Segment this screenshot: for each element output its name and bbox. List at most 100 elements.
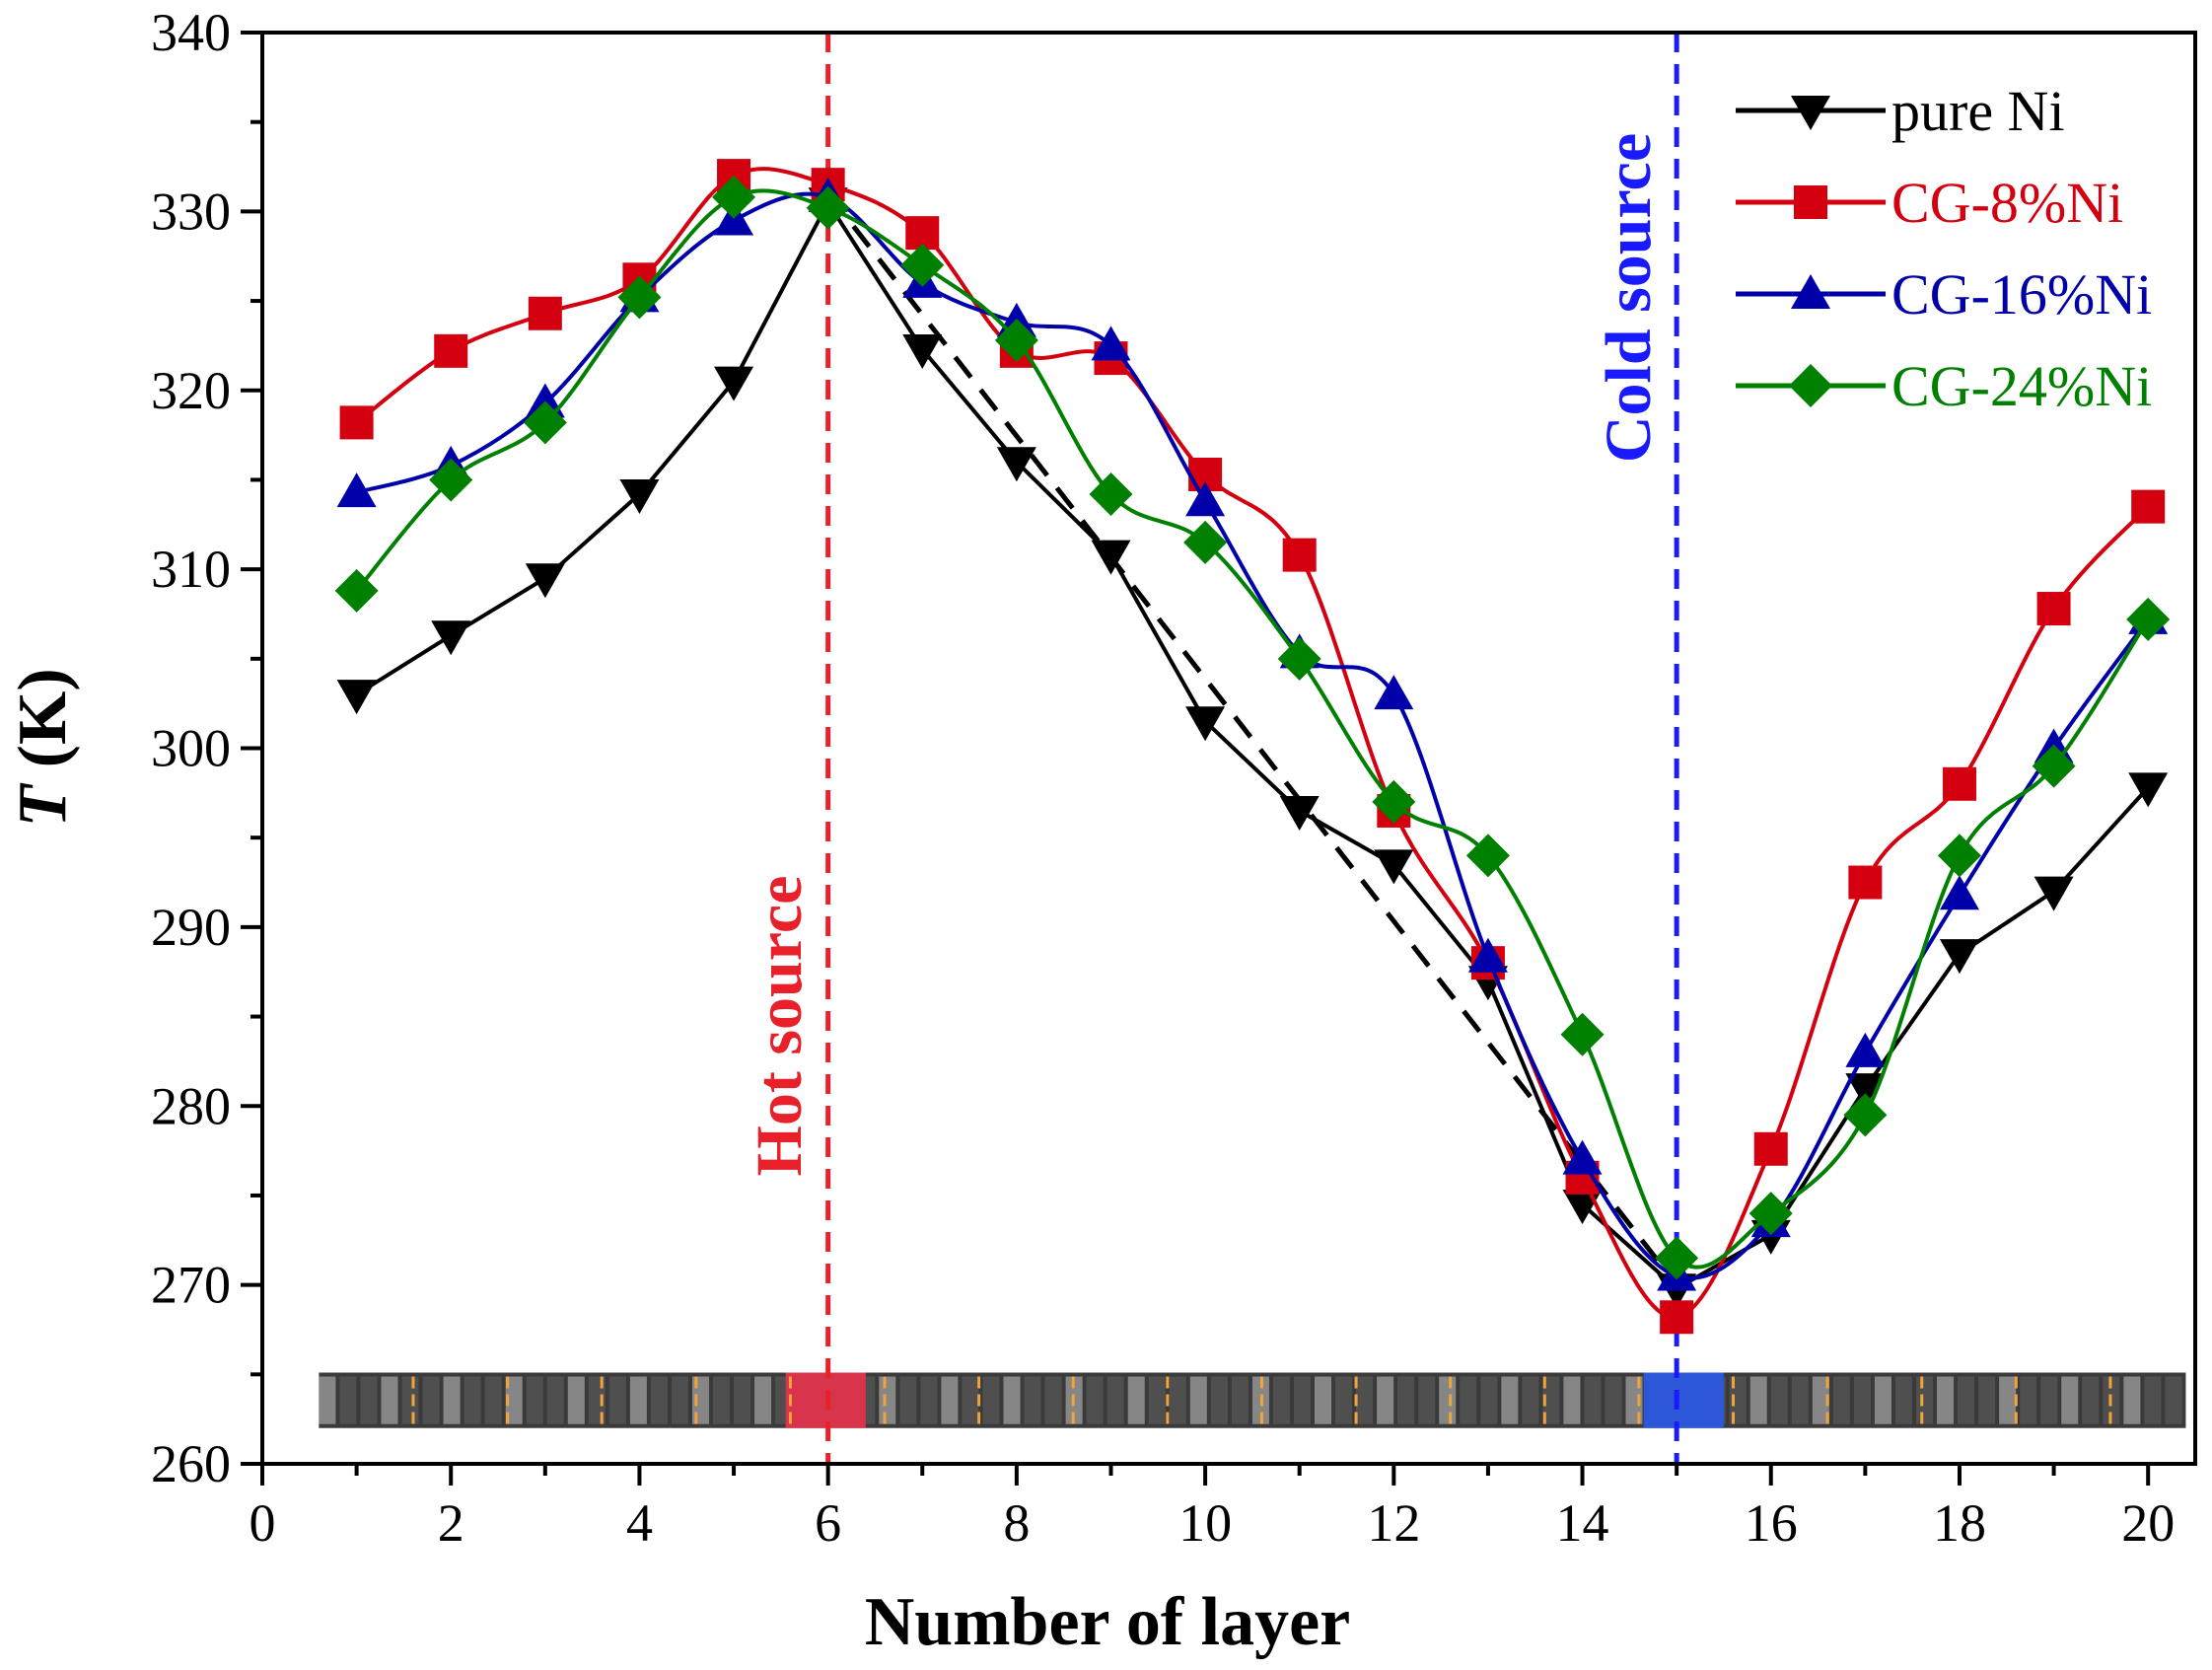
data-point	[1091, 326, 1131, 361]
legend-item-pure-ni: pure Ni	[1736, 79, 2065, 143]
strip-texture	[2123, 1376, 2141, 1424]
strip-texture	[1335, 1376, 1353, 1424]
data-point	[336, 680, 377, 715]
data-point	[1185, 706, 1226, 742]
data-point	[2034, 876, 2074, 911]
strip-texture	[2061, 1376, 2079, 1424]
x-axis-ticks: 0 2 4 6 8 10 12 14 16 18 20	[250, 1464, 2175, 1553]
strip-texture	[1231, 1376, 1249, 1424]
data-point	[1937, 834, 1981, 878]
y-axis-ticks: 260 270 280 290 300 310 320 330 340	[151, 3, 262, 1493]
y-axis-title-unit: (K)	[5, 668, 81, 785]
x-tick-label: 6	[815, 1493, 841, 1553]
linear-reference-line	[825, 191, 1679, 1287]
y-tick-label: 330	[151, 182, 231, 241]
x-tick-label: 4	[626, 1493, 653, 1553]
strip-texture	[1127, 1376, 1145, 1424]
plot-frame	[260, 31, 2197, 1466]
strip-texture	[1189, 1376, 1207, 1424]
strip-texture	[1915, 1376, 1934, 1424]
x-tick-label: 20	[2121, 1493, 2175, 1553]
strip-texture	[982, 1376, 1000, 1424]
strip-texture	[1272, 1376, 1290, 1424]
data-point	[525, 383, 565, 418]
strip-texture	[1874, 1376, 1891, 1424]
legend-label: CG-24%Ni	[1891, 354, 2152, 418]
strip-texture	[2082, 1376, 2100, 1424]
strip-texture	[2165, 1376, 2182, 1424]
strip-texture	[1812, 1376, 1829, 1424]
strip-texture	[1210, 1376, 1228, 1424]
data-point	[1845, 1032, 1886, 1067]
legend-item-cg-16-ni: CG-16%Ni	[1736, 262, 2152, 327]
legend-item-cg-24-ni: CG-24%Ni	[1736, 354, 2152, 418]
data-point	[523, 400, 567, 445]
data-point	[1939, 875, 1979, 910]
data-point	[1942, 766, 1976, 801]
strip-texture	[1958, 1376, 1975, 1424]
strip-texture	[319, 1376, 336, 1424]
series-line-cg-8-ni	[355, 167, 2150, 1320]
strip-texture	[1522, 1376, 1539, 1424]
x-tick-label: 18	[1933, 1493, 1986, 1553]
legend-marker	[1794, 185, 1827, 219]
strip-texture	[1605, 1376, 1622, 1424]
data-point	[1939, 939, 1979, 975]
data-point	[1185, 481, 1226, 517]
strip-texture	[546, 1376, 564, 1424]
strip-texture	[1086, 1376, 1104, 1424]
data-point	[2036, 592, 2071, 626]
y-tick-label: 290	[151, 898, 231, 957]
strip-texture	[1584, 1376, 1602, 1424]
series-group	[334, 159, 2171, 1335]
strip-texture	[505, 1376, 523, 1424]
data-point	[2126, 597, 2171, 641]
series-line-cg-24-ni	[355, 188, 2150, 1270]
data-point	[339, 405, 374, 440]
strip-texture	[1999, 1376, 2017, 1424]
data-point	[1282, 538, 1317, 572]
x-tick-label: 16	[1745, 1493, 1798, 1553]
data-point	[1843, 1093, 1888, 1137]
strip-texture	[1542, 1376, 1560, 1424]
data-point	[994, 318, 1038, 362]
y-tick-label: 280	[151, 1076, 231, 1135]
data-point	[996, 447, 1036, 482]
x-tick-label: 2	[438, 1493, 464, 1553]
y-tick-label: 270	[151, 1256, 231, 1315]
data-point	[619, 478, 660, 514]
atomic-model-strip	[319, 1372, 2186, 1428]
strip-texture	[1853, 1376, 1871, 1424]
cold-source-label: Cold source	[1593, 133, 1665, 463]
data-point	[1183, 520, 1228, 564]
data-point	[1089, 472, 1133, 516]
data-point	[714, 366, 754, 401]
strip-texture	[1978, 1376, 1996, 1424]
legend-label: CG-8%Ni	[1891, 171, 2123, 235]
strip-texture	[2040, 1376, 2058, 1424]
strip-texture	[1791, 1376, 1809, 1424]
data-point	[902, 334, 943, 370]
data-point	[1374, 675, 1414, 710]
data-point	[1372, 779, 1416, 824]
strip-texture	[608, 1376, 626, 1424]
strip-texture	[1293, 1376, 1312, 1424]
strip-texture	[1418, 1376, 1436, 1424]
legend: pure Ni CG-8%Ni CG-16%Ni CG-24%Ni	[1736, 79, 2152, 418]
hot-source-label: Hot source	[744, 876, 816, 1177]
y-tick-label: 310	[151, 540, 231, 599]
data-point	[1277, 636, 1321, 681]
strip-texture	[1460, 1376, 1477, 1424]
series-cg-8-ni	[339, 159, 2166, 1335]
data-point	[712, 175, 756, 219]
strip-texture	[422, 1376, 440, 1424]
legend-marker	[1791, 96, 1830, 130]
cold-region	[1643, 1372, 1724, 1428]
strip-texture	[650, 1376, 668, 1424]
strip-texture	[1377, 1376, 1394, 1424]
x-tick-label: 8	[1003, 1493, 1030, 1553]
data-point	[1091, 540, 1131, 575]
data-point	[1465, 834, 1510, 878]
data-point	[1374, 849, 1414, 885]
